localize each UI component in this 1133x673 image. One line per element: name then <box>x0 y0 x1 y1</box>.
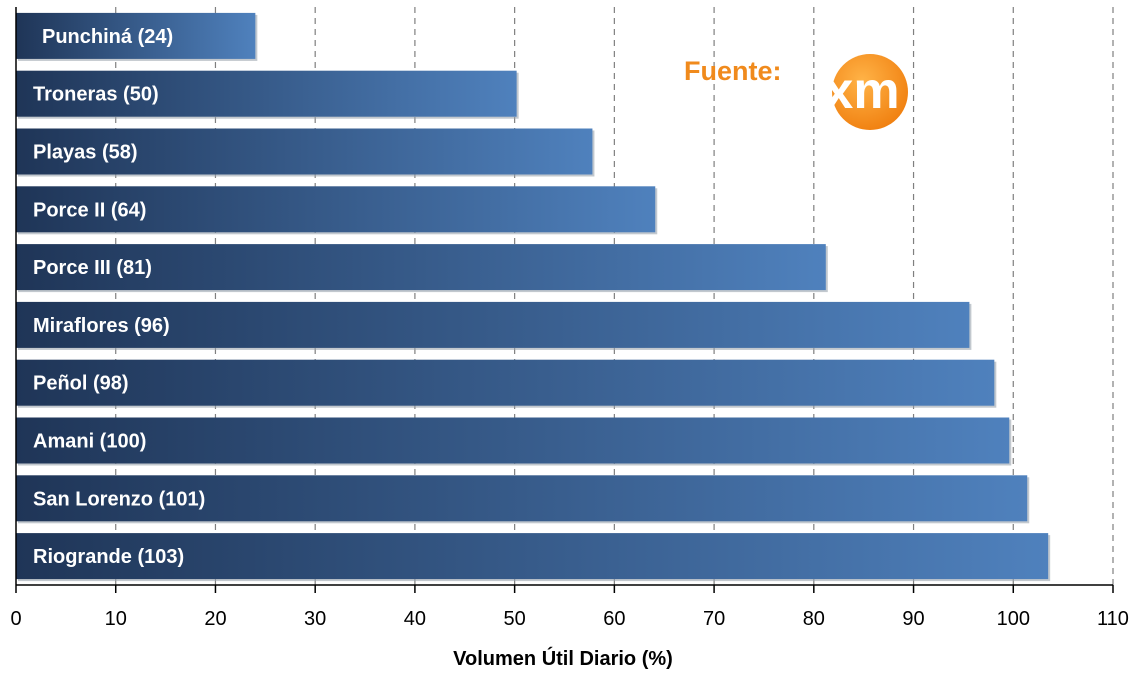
xm-logo-text: xm <box>824 62 899 120</box>
x-tick-label: 80 <box>803 608 825 630</box>
x-tick-label: 20 <box>204 608 226 630</box>
bar <box>16 360 994 406</box>
x-tick-label: 50 <box>504 608 526 630</box>
x-tick-label: 0 <box>10 608 21 630</box>
source-label: Fuente: <box>684 56 782 86</box>
x-tick-label: 90 <box>902 608 924 630</box>
x-axis-title: Volumen Útil Diario (%) <box>453 646 673 670</box>
x-tick-label: 10 <box>105 608 127 630</box>
x-tick-label: 40 <box>404 608 426 630</box>
bar-label: Punchiná (24) <box>42 26 173 48</box>
bar-label: Porce III (81) <box>33 257 152 279</box>
bar-label: Peñol (98) <box>33 373 129 395</box>
bar-label: Troneras (50) <box>33 84 159 106</box>
source-annotation: Fuente: xm <box>684 54 908 130</box>
bar-label: San Lorenzo (101) <box>33 488 205 510</box>
bar-label: Amani (100) <box>33 431 146 453</box>
bar-label: Playas (58) <box>33 142 138 164</box>
x-tick-label: 110 <box>1097 608 1129 630</box>
x-tick-label: 100 <box>997 608 1030 630</box>
x-tick-label: 70 <box>703 608 725 630</box>
bar-label: Miraflores (96) <box>33 315 170 337</box>
x-tick-label: 30 <box>304 608 326 630</box>
bar-label: Porce II (64) <box>33 199 146 221</box>
bar <box>16 418 1009 464</box>
x-tick-label: 60 <box>603 608 625 630</box>
bar-label: Riogrande (103) <box>33 546 184 568</box>
